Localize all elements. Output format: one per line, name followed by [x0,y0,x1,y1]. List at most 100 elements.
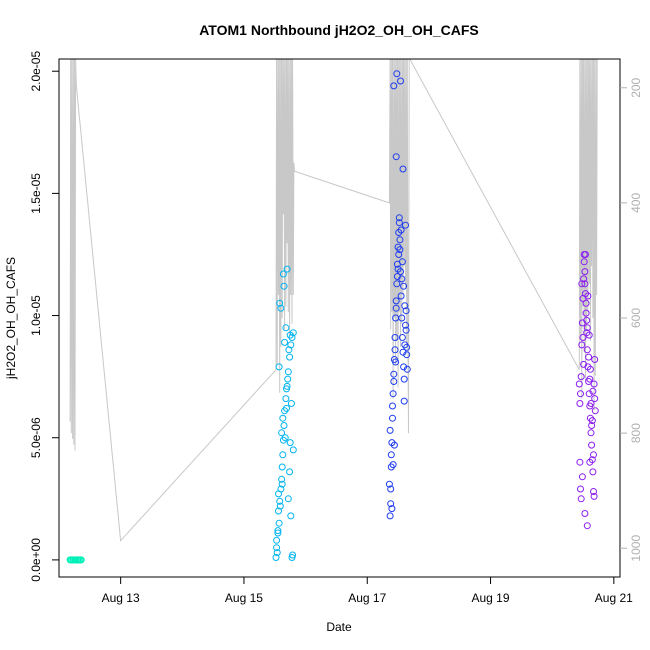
data-point [272,554,280,561]
data-point [581,268,589,276]
data-point [575,380,583,388]
data-point [286,468,294,476]
y-axis: 0.0e+00 5.0e-06 1.0e-05 1.5e-05 2.0e-05 [29,51,59,582]
data-point [275,519,283,527]
data-point [77,556,85,564]
data-point [390,370,398,378]
data-point [389,414,396,422]
data-point [587,429,595,437]
data-point [398,334,406,341]
data-point [585,390,593,398]
data-point [284,495,292,503]
data-point [287,512,295,520]
data-point [590,380,598,388]
data-point [403,351,411,359]
data-point [398,275,406,283]
data-point [279,270,287,278]
data-point [389,461,397,469]
data-point [274,527,282,535]
data-point [390,378,398,385]
data-point [582,309,590,317]
data-point [289,446,297,454]
data-point [285,346,293,354]
data-point [276,502,284,510]
data-point [401,302,409,310]
x-tick-label: Aug 19 [472,591,510,605]
data-point [577,390,584,398]
data-point [590,488,597,495]
data-point [577,495,585,503]
y2-tick-label: 200 [629,77,643,97]
data-point [579,334,587,341]
data-point [390,441,398,449]
series-4 [575,251,599,530]
data-point [580,275,588,283]
data-point [585,331,593,339]
y-tick-label: 2.0e-05 [29,51,43,92]
data-point [69,556,77,564]
data-point [588,441,596,449]
data-point [396,246,404,254]
data-point [280,282,288,290]
data-point [586,375,594,383]
data-point [591,356,599,363]
series-1 [66,556,85,564]
y2-axis-altitude: 200 400 600 800 1000 [620,77,643,562]
data-point [396,236,404,244]
x-axis: Aug 13 Aug 15 Aug 17 Aug 19 Aug 21 [102,577,633,605]
data-point [387,485,395,493]
data-point [578,473,586,481]
data-point [388,505,396,513]
data-point [587,400,595,407]
data-point [276,299,284,307]
data-point [387,451,395,459]
data-point [385,480,393,488]
data-point [387,500,395,508]
data-point [578,280,586,288]
data-point [283,385,290,393]
data-point [580,360,588,368]
data-point [282,395,290,403]
data-point [280,422,288,429]
data-point [583,522,591,530]
chart-title: ATOM1 Northbound jH2O2_OH_OH_CAFS [199,22,479,38]
data-point [279,451,287,459]
data-point [393,70,401,78]
data-point [277,304,285,312]
data-point [283,404,290,412]
data-point [74,556,82,564]
data-point [585,353,593,361]
x-tick-label: Aug 15 [225,591,263,605]
y-tick-label: 1.5e-05 [29,173,43,214]
x-axis-label: Date [326,620,352,634]
data-point [576,458,584,466]
data-point [588,422,596,429]
points-layer [66,70,599,564]
data-point [72,556,80,564]
data-point [288,554,296,561]
x-tick-label: Aug 13 [102,591,140,605]
data-point [588,417,596,425]
data-point [402,221,409,229]
data-point [400,375,408,383]
series-2 [272,265,297,561]
data-point [386,512,394,520]
data-point [590,451,597,459]
data-point [274,529,282,537]
data-point [273,536,281,544]
data-point [397,226,405,234]
data-point [400,363,408,371]
data-point [402,307,410,315]
data-point [400,397,408,405]
data-point [392,297,400,305]
data-point [391,334,399,341]
data-point [581,510,589,517]
data-point [578,341,586,349]
data-point [577,485,584,493]
y-tick-label: 1.0e-05 [29,295,43,336]
y-axis-label: jH2O2_OH_OH_CAFS [4,257,18,380]
y2-tick-label: 1000 [629,535,643,562]
data-point [403,365,411,373]
data-point [392,304,400,312]
